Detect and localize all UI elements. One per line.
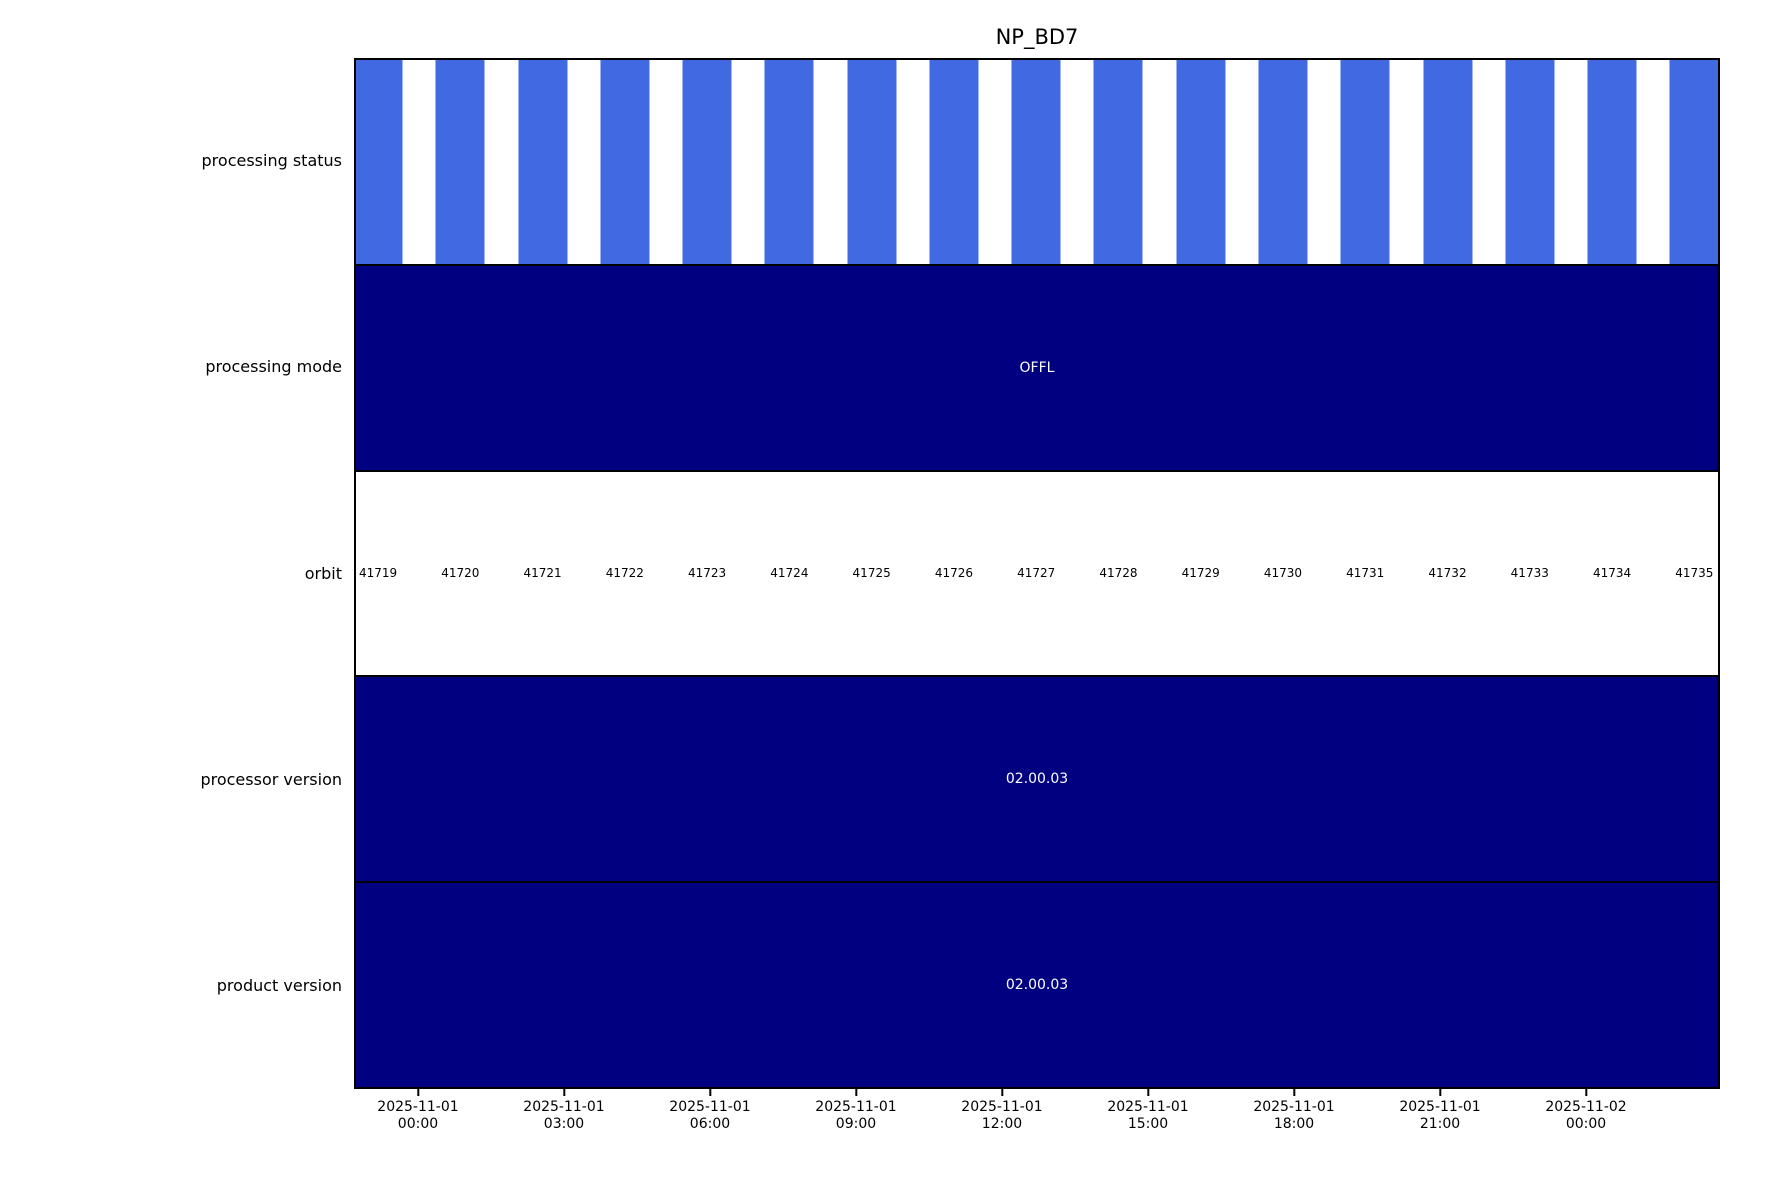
x-tick-2025-11-01-1200: 2025-11-01 12:00 <box>961 1089 1043 1133</box>
band-annotation-processing-mode: OFFL <box>1019 359 1055 376</box>
band-product-version: 02.00.03 <box>356 881 1718 1087</box>
status-bar-orbit-41735 <box>1669 60 1718 264</box>
status-bar-orbit-41734 <box>1587 60 1637 264</box>
row-label-processor-version: processor version <box>200 769 342 789</box>
orbit-number-41721: 41721 <box>523 566 562 581</box>
status-bar-orbit-41732 <box>1422 60 1473 264</box>
orbit-number-41724: 41724 <box>770 566 809 581</box>
x-tick-2025-11-01-1800: 2025-11-01 18:00 <box>1253 1089 1335 1133</box>
x-tick-label: 2025-11-01 09:00 <box>815 1099 897 1132</box>
status-bar-orbit-41726 <box>929 60 979 264</box>
status-bar-orbit-41728 <box>1093 60 1143 264</box>
x-tick-mark <box>1147 1089 1149 1096</box>
band-annotation-processor-version: 02.00.03 <box>1005 771 1069 788</box>
x-tick-2025-11-01-0000: 2025-11-01 00:00 <box>377 1089 459 1133</box>
orbit-number-41722: 41722 <box>605 566 644 581</box>
band-processor-version: 02.00.03 <box>356 675 1718 882</box>
orbit-number-41728: 41728 <box>1099 566 1138 581</box>
orbit-number-41720: 41720 <box>441 566 480 581</box>
status-bar-orbit-41727 <box>1011 60 1061 264</box>
status-bar-orbit-41730 <box>1258 60 1308 264</box>
orbit-number-41723: 41723 <box>688 566 727 581</box>
orbit-number-41733: 41733 <box>1510 566 1549 581</box>
orbit-number-41731: 41731 <box>1346 566 1385 581</box>
x-tick-mark <box>1293 1089 1295 1096</box>
x-axis: 2025-11-01 00:00 2025-11-01 03:00 2025-11-01… <box>356 1089 1718 1159</box>
x-tick-2025-11-01-0300: 2025-11-01 03:00 <box>523 1089 605 1133</box>
x-tick-label: 2025-11-01 03:00 <box>523 1099 605 1132</box>
band-processing-status <box>356 60 1718 264</box>
row-label-product-version: product version <box>216 975 342 995</box>
status-bar-orbit-41719 <box>356 60 403 264</box>
row-label-orbit: orbit <box>304 563 342 583</box>
x-tick-label: 2025-11-01 18:00 <box>1253 1099 1335 1132</box>
x-tick-2025-11-01-1500: 2025-11-01 15:00 <box>1107 1089 1189 1133</box>
x-tick-mark <box>1439 1089 1442 1096</box>
orbit-number-41726: 41726 <box>934 566 973 581</box>
orbit-number-41725: 41725 <box>852 566 891 581</box>
band-orbit: 41719 41720 41721 41722 41723 41724 41725 41726… <box>356 469 1718 676</box>
x-tick-2025-11-01-0600: 2025-11-01 06:00 <box>669 1089 751 1133</box>
x-tick-mark <box>416 1089 419 1096</box>
orbit-number-41732: 41732 <box>1428 566 1467 581</box>
orbit-number-41719: 41719 <box>358 566 398 581</box>
plot-area: OFFL 41719 41720 41721 41722 41723 41724 41725 4… <box>354 58 1720 1089</box>
status-bar-orbit-41721 <box>518 60 568 264</box>
x-tick-label: 2025-11-01 00:00 <box>377 1099 459 1132</box>
x-tick-label: 2025-11-01 15:00 <box>1107 1099 1189 1132</box>
x-tick-2025-11-01-2100: 2025-11-01 21:00 <box>1399 1089 1481 1133</box>
x-tick-mark <box>1000 1089 1003 1096</box>
status-bar-orbit-41722 <box>600 60 650 264</box>
status-bar-orbit-41723 <box>682 60 732 264</box>
orbit-number-41729: 41729 <box>1181 566 1220 581</box>
x-tick-label: 2025-11-01 06:00 <box>669 1099 751 1132</box>
orbit-number-41735: 41735 <box>1675 566 1714 581</box>
x-tick-mark <box>1585 1089 1588 1096</box>
row-label-processing-status: processing status <box>201 151 342 171</box>
status-bar-orbit-41729 <box>1176 60 1226 264</box>
x-tick-mark <box>854 1089 857 1096</box>
band-annotation-product-version: 02.00.03 <box>1005 977 1069 994</box>
orbit-number-41727: 41727 <box>1017 566 1056 581</box>
status-bar-orbit-41724 <box>764 60 814 264</box>
status-bar-orbit-41731 <box>1340 60 1390 264</box>
x-tick-label: 2025-11-02 00:00 <box>1545 1099 1627 1132</box>
orbit-number-41734: 41734 <box>1592 566 1632 581</box>
x-tick-2025-11-02-0000: 2025-11-02 00:00 <box>1545 1089 1627 1133</box>
chart-title: NP_BD7 <box>995 25 1079 49</box>
band-processing-mode: OFFL <box>356 263 1718 470</box>
status-bar-orbit-41725 <box>847 60 897 264</box>
status-bar-orbit-41720 <box>435 60 485 264</box>
status-bar-orbit-41733 <box>1505 60 1555 264</box>
x-tick-mark <box>562 1089 565 1096</box>
x-tick-label: 2025-11-01 12:00 <box>961 1099 1043 1132</box>
row-label-processing-mode: processing mode <box>205 357 342 377</box>
orbit-number-41730: 41730 <box>1263 566 1303 581</box>
x-tick-mark <box>708 1089 711 1096</box>
x-tick-label: 2025-11-01 21:00 <box>1399 1099 1481 1132</box>
x-tick-2025-11-01-0900: 2025-11-01 09:00 <box>815 1089 897 1133</box>
